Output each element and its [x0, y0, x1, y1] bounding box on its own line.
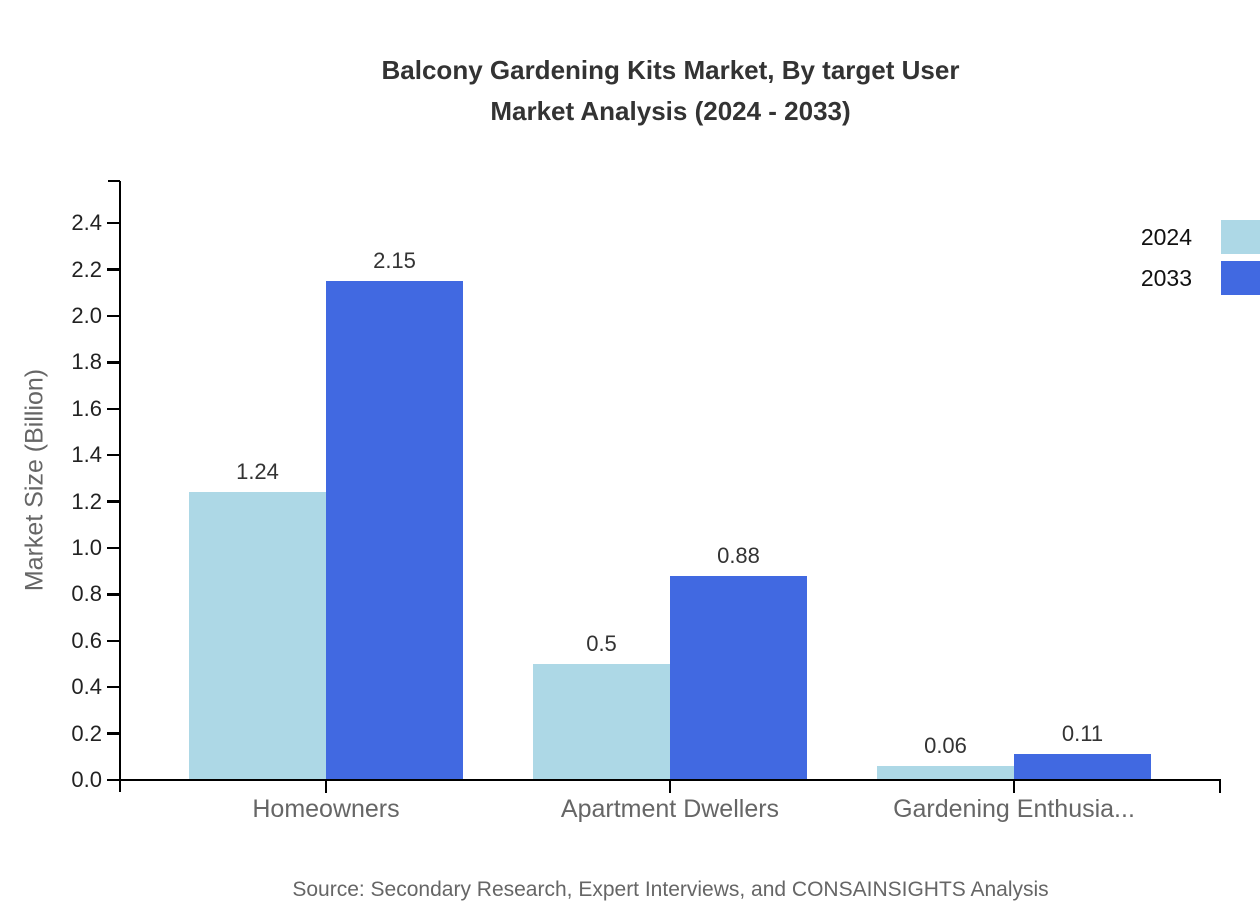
source-note: Source: Secondary Research, Expert Inter… [292, 878, 1049, 901]
x-tick [1012, 780, 1016, 793]
y-tick-label: 0.2 [71, 720, 102, 746]
y-tick [107, 314, 120, 318]
x-axis-end-cap [1218, 780, 1221, 793]
y-tick [107, 221, 120, 225]
bar-value-label: 1.24 [236, 459, 279, 485]
legend-swatch [1221, 220, 1260, 254]
y-tick-label: 2.0 [71, 303, 102, 328]
y-tick [107, 407, 120, 411]
legend: 2024 2033 [1141, 220, 1260, 295]
y-tick-label: 1.6 [71, 395, 102, 421]
chart-title: Balcony Gardening Kits Market, By target… [120, 50, 1221, 132]
y-tick-label: 1.4 [71, 442, 102, 468]
legend-label: 2024 [1140, 223, 1192, 250]
y-tick [107, 546, 120, 550]
y-tick-label: 1.8 [71, 349, 102, 375]
y-axis-top-cap [108, 179, 120, 183]
category-label: Homeowners [252, 795, 400, 823]
x-tick [324, 780, 328, 793]
bar [189, 492, 326, 780]
legend-row: 2024 [1141, 220, 1260, 254]
y-tick-label: 1.2 [71, 488, 102, 514]
bar [877, 766, 1014, 780]
bar-value-label: 0.5 [586, 631, 617, 656]
y-tick [107, 639, 120, 643]
y-tick [107, 685, 120, 689]
y-tick-label: 1.0 [71, 535, 102, 560]
bar [533, 664, 670, 780]
y-tick-label: 0.6 [71, 627, 102, 653]
y-tick [107, 593, 120, 596]
bar-value-label: 0.88 [717, 542, 760, 568]
y-tick-label: 0.8 [71, 581, 102, 607]
y-tick-label: 0.0 [71, 767, 102, 792]
y-tick-label: 2.2 [71, 256, 102, 282]
legend-label: 2033 [1140, 264, 1192, 291]
category-label: Gardening Enthusia... [893, 795, 1135, 823]
y-tick [107, 778, 120, 782]
y-tick [107, 268, 120, 271]
bar [326, 281, 463, 780]
legend-row: 2033 [1141, 261, 1260, 295]
x-tick [668, 780, 672, 793]
y-tick [107, 732, 120, 735]
bar [1014, 754, 1151, 780]
chart-title-line2: Market Analysis (2024 - 2033) [490, 96, 851, 126]
bar-value-label: 0.06 [924, 733, 967, 759]
y-axis-line [118, 181, 122, 792]
y-tick [107, 361, 120, 364]
bar [670, 575, 807, 780]
y-tick-label: 0.4 [71, 674, 102, 700]
bar-value-label: 0.11 [1061, 721, 1104, 747]
legend-swatch [1221, 261, 1260, 295]
y-tick [107, 500, 120, 503]
bar-value-label: 2.15 [373, 248, 416, 274]
y-tick-label: 2.4 [71, 210, 102, 236]
chart-title-line1: Balcony Gardening Kits Market, By target… [381, 55, 960, 85]
category-label: Apartment Dwellers [560, 795, 780, 823]
y-tick [107, 453, 120, 457]
